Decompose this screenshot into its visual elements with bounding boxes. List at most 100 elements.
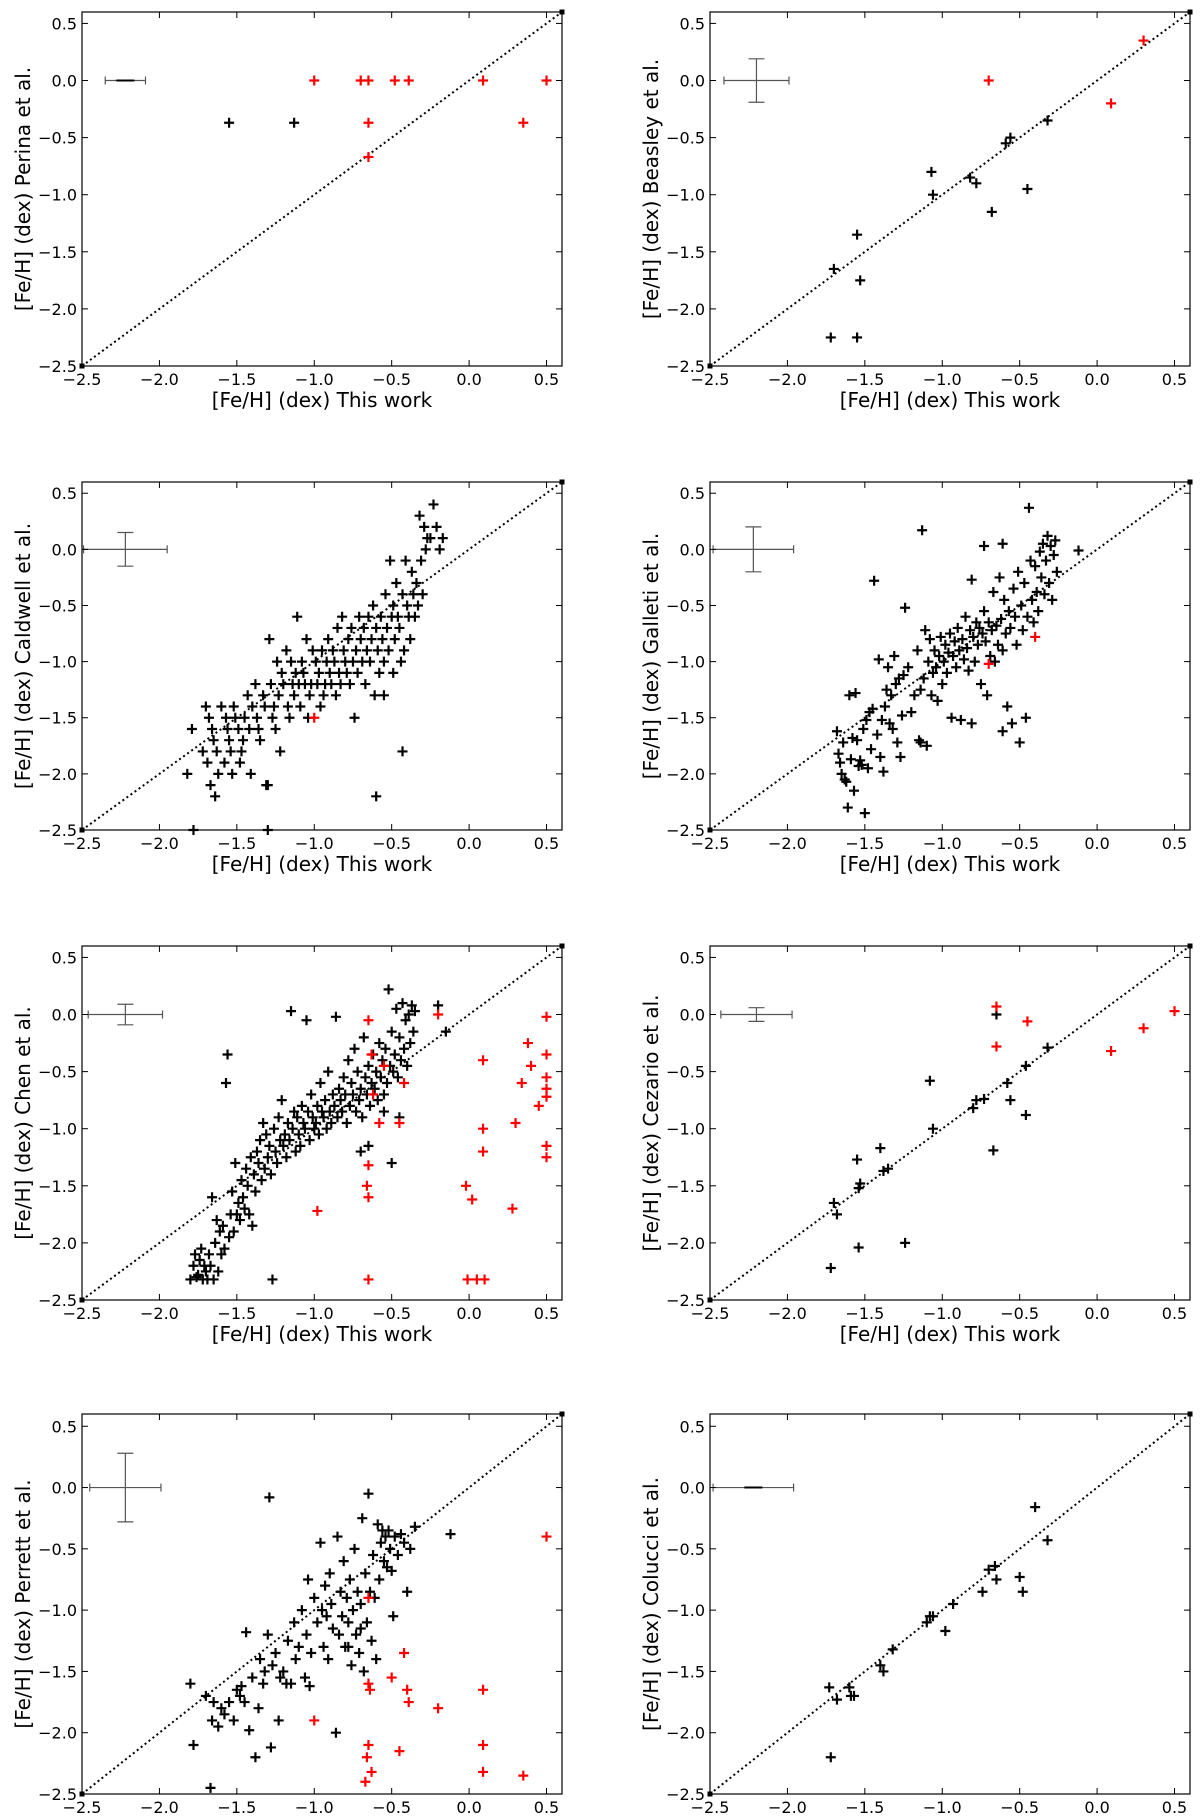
data-point-black	[883, 1163, 894, 1174]
data-point-red	[1169, 1006, 1180, 1017]
data-point-black	[355, 1599, 366, 1609]
data-point-black	[298, 667, 309, 678]
data-point-red	[402, 1684, 413, 1695]
x-tick-label: −0.5	[372, 370, 411, 389]
data-point-black	[349, 712, 360, 723]
data-point-black	[284, 712, 295, 723]
data-point-black	[844, 690, 855, 701]
series-red	[991, 1001, 1180, 1057]
data-point-black	[286, 656, 297, 667]
data-point-black	[831, 726, 842, 737]
data-point-black	[399, 645, 410, 656]
data-point-black	[862, 763, 873, 774]
x-tick-label: −1.5	[845, 1798, 884, 1816]
data-point-black	[186, 723, 197, 734]
data-point-black	[275, 746, 286, 757]
data-point-black	[931, 662, 942, 673]
data-point-black	[299, 1123, 310, 1134]
data-point-red	[1106, 1046, 1117, 1057]
data-point-black	[988, 587, 999, 598]
data-point-black	[347, 656, 358, 667]
data-point-black	[1019, 578, 1030, 589]
y-tick-label: 0.5	[680, 484, 705, 503]
data-point-black	[281, 645, 292, 656]
plot-frame	[81, 945, 563, 1301]
data-point-black	[974, 622, 985, 633]
data-point-black	[887, 1644, 898, 1655]
data-point-black	[1036, 572, 1047, 583]
data-point-black	[289, 1106, 300, 1117]
data-point-black	[951, 662, 962, 673]
data-point-black	[343, 1617, 354, 1628]
data-point-red	[516, 1078, 527, 1089]
data-point-black	[406, 566, 417, 577]
x-axis-label: [Fe/H] (dex) This work	[840, 388, 1061, 412]
data-point-black	[233, 1197, 244, 1208]
x-tick-label: −1.5	[217, 1798, 256, 1816]
data-point-black	[997, 726, 1008, 737]
x-tick-label: −1.0	[295, 1304, 334, 1323]
x-tick-label: 0.5	[534, 1798, 559, 1816]
y-tick-label: −1.0	[666, 1120, 705, 1139]
data-point-black	[352, 1586, 363, 1597]
data-point-black	[363, 1488, 374, 1499]
data-point-black	[259, 1163, 270, 1174]
data-point-black	[932, 695, 943, 706]
data-point-black	[856, 759, 867, 770]
data-point-black	[200, 1266, 211, 1277]
y-tick-label: −1.5	[666, 243, 705, 262]
data-point-black	[284, 1135, 295, 1146]
data-point-black	[389, 1049, 400, 1060]
data-point-black	[881, 684, 892, 695]
data-point-black	[276, 667, 287, 678]
data-point-black	[326, 1118, 337, 1128]
plot-frame	[81, 1413, 563, 1795]
data-point-black	[915, 737, 926, 748]
data-point-black	[281, 1152, 292, 1163]
data-point-black	[227, 768, 238, 779]
data-point-red	[478, 1055, 489, 1066]
data-point-black	[883, 662, 894, 673]
data-point-black	[1005, 622, 1016, 633]
data-point-black	[216, 701, 227, 712]
y-axis-label: [Fe/H] (dex) Cezario et al.	[639, 995, 663, 1252]
data-point-black	[1048, 549, 1059, 560]
data-point-black	[414, 510, 425, 521]
data-point-black	[989, 1561, 1000, 1571]
data-point-black	[245, 1152, 256, 1163]
data-point-black	[844, 1682, 855, 1693]
data-point-black	[1017, 625, 1028, 636]
data-point-red	[363, 1678, 374, 1689]
data-point-black	[1003, 606, 1014, 617]
data-point-black	[428, 499, 439, 510]
y-tick-label: −1.0	[38, 653, 77, 672]
data-point-black	[368, 1549, 379, 1560]
data-point-black	[211, 1215, 222, 1226]
data-point-black	[382, 1078, 393, 1089]
data-point-black	[312, 1617, 323, 1628]
data-point-black	[193, 1269, 204, 1280]
data-point-red	[541, 1049, 552, 1060]
data-point-black	[275, 1135, 286, 1146]
data-point-black	[321, 1611, 332, 1622]
data-point-black	[968, 1103, 979, 1114]
data-point-red	[366, 1049, 377, 1060]
data-point-black	[997, 538, 1008, 549]
data-point-black	[378, 1106, 389, 1117]
panel-beasley: −2.5 −2.0 −1.5 −1.0 −0.5 0.0 0.5 −2.5 −2.0 −1.5 −1…	[639, 9, 1193, 412]
data-point-black	[236, 1681, 247, 1692]
data-point-black	[210, 1237, 221, 1248]
data-point-black	[292, 1112, 303, 1123]
data-point-black	[388, 667, 399, 678]
data-point-black	[921, 740, 932, 751]
data-point-black	[378, 690, 389, 701]
data-point-black	[307, 645, 318, 656]
data-point-red	[478, 75, 489, 86]
series-black	[224, 117, 300, 128]
x-tick-label: 0.5	[534, 834, 559, 853]
data-point-red	[363, 117, 374, 128]
data-point-red	[363, 1592, 374, 1603]
y-tick-label: −1.0	[666, 653, 705, 672]
data-point-black	[265, 1169, 276, 1180]
data-point-black	[903, 662, 914, 673]
